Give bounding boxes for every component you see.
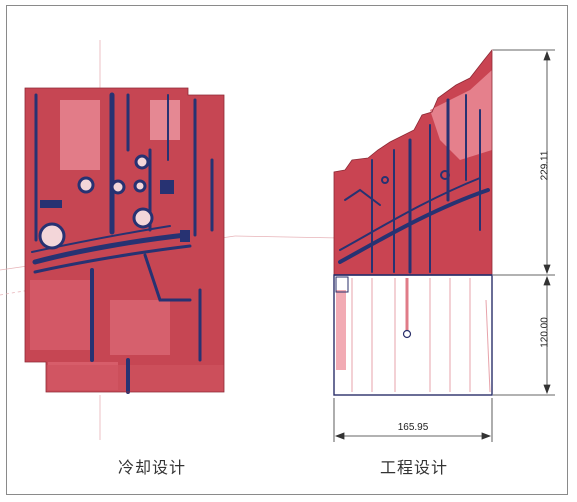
engineering-design-model [333,48,493,396]
engineering-lower-features [351,278,491,393]
dimension-lines [333,49,555,442]
cooling-light-zone [60,100,100,170]
cooling-pockets [40,180,190,242]
cooling-light-zone [110,300,170,355]
engineering-upper-part [334,50,492,275]
engineering-light-region [430,70,492,160]
engineering-lower-block [333,274,493,396]
cooling-lower-step [46,365,224,392]
cooling-light-zone [30,280,90,350]
caption-cooling-design: 冷却设计 [118,458,187,477]
engineering-pin-hole [402,329,412,339]
cooling-design-model [24,87,225,394]
dimension-width: 165.95 [397,422,429,433]
cooling-mold-outline [24,87,225,393]
dimension-lower-height: 120.00 [539,317,551,348]
engineering-upper-outline [333,48,493,276]
dimension-upper-height: 229.11 [539,150,551,181]
engineering-channels [338,94,490,274]
cooling-holes [38,154,154,250]
engineering-corner-box [335,276,349,293]
cooling-light-zone [150,100,180,140]
caption-engineering-design: 工程设计 [380,458,449,477]
engineering-pink-insert [336,290,346,370]
cooling-channels [31,92,214,394]
engineering-small-holes [381,170,450,184]
